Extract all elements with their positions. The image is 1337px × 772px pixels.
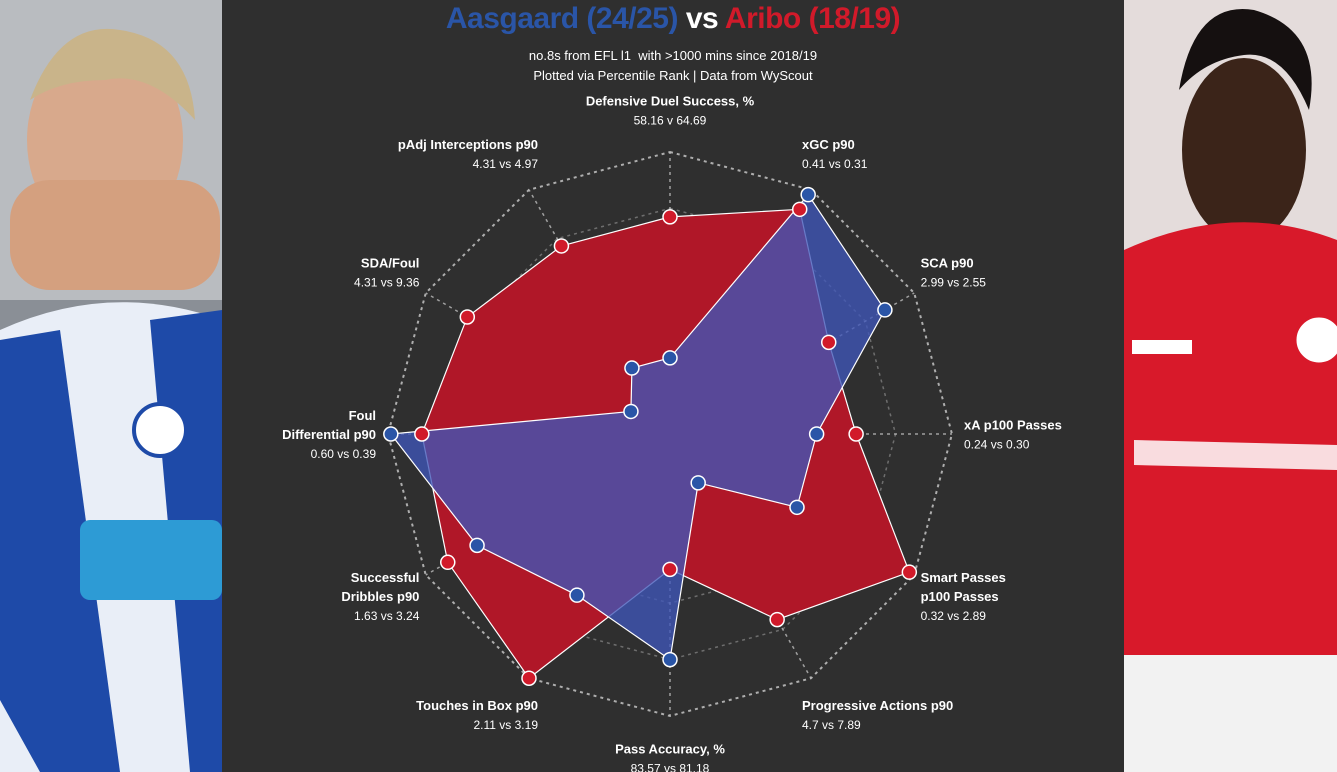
- axis-label-7: Pass Accuracy, % 83.57 vs 81.18: [615, 742, 725, 772]
- player1-point-12: [624, 360, 640, 376]
- axis-values-8: 2.11 vs 3.19: [474, 718, 539, 732]
- player2-photo: [1124, 0, 1337, 772]
- axis-title-9-line-1: Successful: [351, 570, 420, 585]
- axis-title-3: SCA p90: [921, 256, 974, 271]
- axis-title-10-line-2: Differential p90: [282, 427, 376, 442]
- axis-title-4: xA p100 Passes: [964, 418, 1062, 433]
- axis-title-6: Progressive Actions p90: [802, 698, 953, 713]
- player1-point-7: [662, 651, 678, 668]
- axis-title-7: Pass Accuracy, %: [615, 742, 725, 757]
- axis-label-4: xA p100 Passes 0.24 vs 0.30: [964, 418, 1062, 452]
- axis-values-2: 0.41 vs 0.31: [802, 157, 868, 171]
- title-player2: Aribo (18/19): [724, 2, 901, 35]
- player2-point-11: [459, 309, 476, 325]
- axis-values-3: 2.99 vs 2.55: [921, 276, 987, 290]
- axis-values-12: 4.31 vs 4.97: [473, 157, 539, 171]
- radar-labels: Defensive Duel Success, % 58.16 v 64.69 xG…: [282, 94, 1062, 772]
- axis-label-9: Successful Dribbles p90 1.63 vs 3.24: [341, 570, 419, 623]
- axis-label-5: Smart Passes p100 Passes 0.32 vs 2.89: [921, 570, 1006, 623]
- player1-point-10: [383, 426, 399, 442]
- player2-point-12: [553, 238, 570, 254]
- axis-label-10: Foul Differential p90 0.60 vs 0.39: [282, 408, 376, 461]
- axis-title-8: Touches in Box p90: [416, 698, 538, 713]
- player2-point-9: [440, 554, 456, 571]
- player1-point-3: [877, 302, 893, 318]
- player2-point-3: [820, 334, 837, 351]
- player2-point-8: [521, 670, 537, 686]
- player1-point-9: [469, 537, 485, 554]
- player1-point-6: [690, 475, 706, 491]
- player2-point-7: [662, 561, 678, 578]
- player2-point-1: [662, 209, 678, 225]
- axis-values-1: 58.16 v 64.69: [634, 114, 707, 128]
- radar-chart: Defensive Duel Success, % 58.16 v 64.69 xG…: [282, 94, 1062, 772]
- axis-label-11: SDA/Foul 4.31 vs 9.36: [354, 256, 420, 290]
- axis-values-11: 4.31 vs 9.36: [354, 276, 420, 290]
- player1-photo: [0, 0, 222, 772]
- player1-point-2: [800, 186, 816, 203]
- player2-point-5: [901, 564, 918, 580]
- title-vs: vs: [677, 2, 725, 35]
- chart-panel: Aasgaard (24/25) vs Aribo (18/19) no.8s …: [222, 0, 1124, 772]
- axis-label-2: xGC p90 0.41 vs 0.31: [802, 137, 868, 171]
- player2-point-6: [769, 611, 785, 628]
- subtitle-filter: no.8s from EFL l1 with >1000 mins since …: [528, 48, 818, 63]
- player1-point-1: [662, 350, 678, 366]
- axis-label-3: SCA p90 2.99 vs 2.55: [921, 256, 987, 290]
- player1-point-11: [623, 403, 639, 420]
- axis-title-9-line-2: Dribbles p90: [341, 589, 419, 604]
- axis-title-10-line-1: Foul: [349, 408, 376, 423]
- axis-values-9: 1.63 vs 3.24: [354, 609, 420, 623]
- title-player1: Aasgaard (24/25): [445, 2, 679, 35]
- axis-values-7: 83.57 vs 81.18: [631, 762, 710, 772]
- axis-values-6: 4.7 vs 7.89: [802, 718, 861, 732]
- axis-label-8: Touches in Box p90 2.11 vs 3.19: [416, 698, 538, 732]
- radar-points: [383, 186, 918, 686]
- axis-values-10: 0.60 vs 0.39: [311, 447, 377, 461]
- player2-point-4: [848, 426, 864, 442]
- player1-point-4: [808, 426, 825, 442]
- axis-title-5-line-2: p100 Passes: [921, 589, 999, 604]
- radar-areas: [389, 193, 911, 680]
- axis-title-11: SDA/Foul: [361, 256, 420, 271]
- axis-values-5: 0.32 vs 2.89: [921, 609, 987, 623]
- player2-point-2: [791, 201, 808, 218]
- axis-values-4: 0.24 vs 0.30: [964, 438, 1030, 452]
- axis-label-6: Progressive Actions p90 4.7 vs 7.89: [802, 698, 953, 732]
- chart-title: Aasgaard (24/25) vs Aribo (18/19): [222, 2, 1124, 36]
- axis-label-12: pAdj Interceptions p90 4.31 vs 4.97: [398, 137, 538, 171]
- axis-label-1: Defensive Duel Success, % 58.16 v 64.69: [586, 94, 755, 128]
- player2-point-10: [414, 426, 430, 442]
- axis-title-12: pAdj Interceptions p90: [398, 137, 538, 152]
- player1-point-8: [569, 587, 585, 603]
- subtitle-source: Plotted via Percentile Rank | Data from …: [533, 68, 813, 83]
- axis-title-1: Defensive Duel Success, %: [586, 94, 755, 109]
- player1-point-5: [789, 499, 805, 516]
- axis-title-5-line-1: Smart Passes: [921, 570, 1006, 585]
- axis-title-2: xGC p90: [802, 137, 855, 152]
